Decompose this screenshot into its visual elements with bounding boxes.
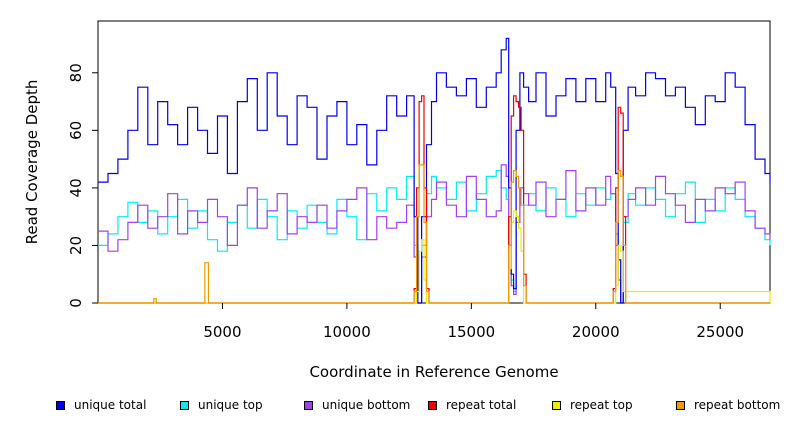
x-tick-label: 20000: [572, 323, 620, 341]
y-tick-label: 20: [67, 236, 85, 255]
legend-item-unique-bottom: unique bottom: [304, 398, 410, 412]
legend-label: unique top: [198, 398, 263, 412]
x-tick-label: 5000: [203, 323, 241, 341]
series-line-unique-top: [98, 170, 771, 304]
series-layer: [98, 37, 771, 304]
legend-label: unique bottom: [322, 398, 411, 412]
legend-swatch: [180, 400, 189, 410]
y-tick-label: 60: [67, 121, 85, 140]
y-tick-label: 0: [67, 298, 85, 308]
y-axis-label: Read Coverage Depth: [23, 80, 41, 245]
y-tick-label: 40: [67, 178, 85, 197]
legend-swatch: [304, 400, 313, 410]
legend-swatch: [676, 400, 685, 410]
legend: unique total unique top unique bottom re…: [0, 398, 792, 420]
legend-label: unique total: [74, 398, 147, 412]
axis-layer: 5000 10000 15000 20000 25000 0 20 40 60 80: [67, 63, 744, 341]
plot-frame: [97, 20, 771, 304]
legend-swatch: [552, 400, 561, 410]
x-tick-label: 10000: [323, 323, 371, 341]
legend-swatch: [56, 400, 65, 410]
y-tick-label: 80: [67, 63, 85, 82]
legend-swatch: [428, 400, 437, 410]
legend-item-unique-top: unique top: [180, 398, 263, 412]
series-line-unique-bottom: [98, 164, 771, 304]
legend-item-repeat-bottom: repeat bottom: [676, 398, 780, 412]
legend-label: repeat total: [446, 398, 517, 412]
legend-item-repeat-top: repeat top: [552, 398, 633, 412]
x-tick-label: 25000: [696, 323, 744, 341]
x-tick-label: 15000: [447, 323, 495, 341]
series-line-unique-total: [98, 37, 771, 304]
legend-label: repeat bottom: [694, 398, 781, 412]
legend-item-repeat-total: repeat total: [428, 398, 516, 412]
legend-label: repeat top: [570, 398, 633, 412]
x-axis-label: Coordinate in Reference Genome: [309, 363, 558, 381]
series-line-repeat-bottom: [98, 164, 770, 304]
series-line-repeat-top: [98, 210, 771, 304]
legend-item-unique-total: unique total: [56, 398, 146, 412]
